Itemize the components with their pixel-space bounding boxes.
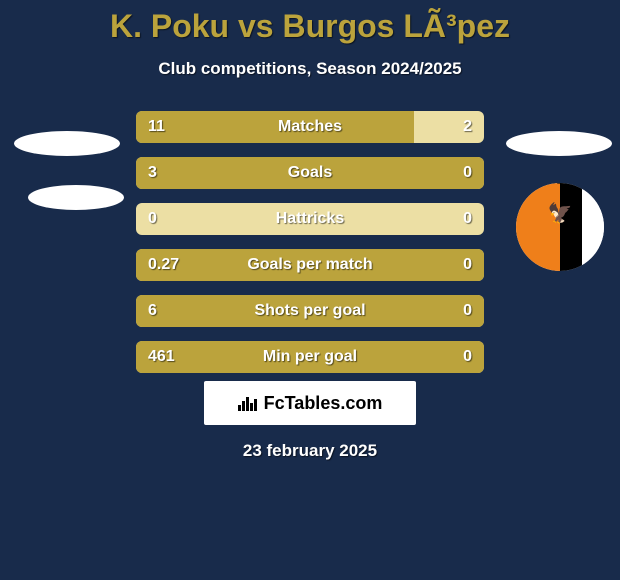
bar-label: Goals per match — [136, 249, 484, 281]
stripe-orange — [516, 183, 560, 271]
bar-value-player2: 0 — [463, 157, 472, 189]
bar-value-player1: 11 — [148, 111, 165, 143]
player2-ellipse-top — [506, 131, 612, 156]
bar-value-player2: 0 — [463, 249, 472, 281]
stat-bar: Goals per match0.27 0 — [136, 249, 484, 281]
bar-value-player2: 2 — [463, 111, 472, 143]
player1-ellipse-bottom — [28, 185, 124, 210]
branding-text: FcTables.com — [264, 393, 383, 414]
stat-bar: Hattricks0 0 — [136, 203, 484, 235]
stat-bar: Matches11 2 — [136, 111, 484, 143]
player2-club-logo: ♛ 🦅 — [516, 183, 604, 271]
bar-label: Min per goal — [136, 341, 484, 373]
stripe-black — [560, 183, 582, 271]
stat-bar: Min per goal461 0 — [136, 341, 484, 373]
content-area: Matches112Goals30Hattricks00Goals per ma… — [0, 111, 620, 371]
branding-badge: FcTables.com — [204, 381, 416, 425]
bar-label: Goals — [136, 157, 484, 189]
stripe-white — [582, 183, 604, 271]
bar-value-player2: 0 — [463, 203, 472, 235]
bar-value-player1: 0 — [148, 203, 157, 235]
player2-badge: ♛ 🦅 — [510, 111, 610, 211]
title: K. Poku vs Burgos LÃ³pez — [0, 0, 620, 45]
subtitle: Club competitions, Season 2024/2025 — [0, 59, 620, 79]
stat-bar: Goals3 0 — [136, 157, 484, 189]
player1-badge — [10, 111, 110, 211]
bar-value-player1: 461 — [148, 341, 175, 373]
club-stripes — [516, 183, 604, 271]
date: 23 february 2025 — [0, 441, 620, 461]
branding-chart-icon — [238, 395, 258, 411]
bar-label: Shots per goal — [136, 295, 484, 327]
eagle-icon: 🦅 — [548, 201, 573, 226]
player1-ellipse-top — [14, 131, 120, 156]
crown-icon: ♛ — [555, 183, 566, 187]
bar-value-player1: 3 — [148, 157, 157, 189]
stat-bars: Matches112Goals30Hattricks00Goals per ma… — [136, 111, 484, 387]
bar-label: Matches — [136, 111, 484, 143]
bar-value-player1: 0.27 — [148, 249, 179, 281]
stat-bar: Shots per goal6 0 — [136, 295, 484, 327]
bar-value-player1: 6 — [148, 295, 157, 327]
comparison-card: K. Poku vs Burgos LÃ³pez Club competitio… — [0, 0, 620, 580]
bar-value-player2: 0 — [463, 341, 472, 373]
bar-value-player2: 0 — [463, 295, 472, 327]
bar-label: Hattricks — [136, 203, 484, 235]
